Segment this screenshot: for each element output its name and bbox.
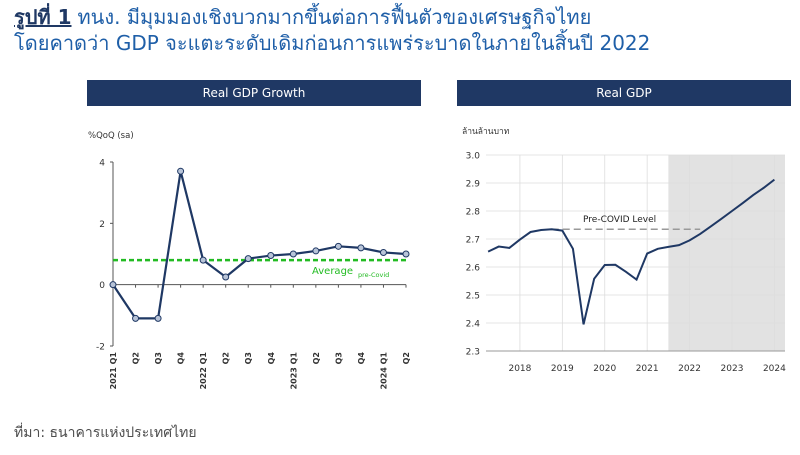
y-tick-label: 2.3 — [466, 348, 480, 358]
x-tick-label: Q2 — [402, 352, 411, 364]
x-tick-label: Q2 — [222, 352, 231, 364]
data-point — [267, 252, 275, 260]
data-point — [177, 167, 185, 175]
average-label: Average — [312, 266, 353, 277]
y-tick-label: 4 — [99, 159, 105, 169]
x-tick-label: 2022 Q1 — [199, 352, 208, 390]
y-tick-label: 2 — [99, 220, 105, 230]
x-tick-label: 2023 Q1 — [289, 352, 298, 390]
y-tick-label: 2.6 — [466, 264, 481, 274]
y-axis-label: %QoQ (sa) — [88, 131, 134, 141]
x-tick-label: Q4 — [357, 352, 366, 365]
average-sublabel: pre-Covid — [358, 271, 389, 279]
y-tick-label: 2.5 — [466, 292, 480, 302]
data-point — [109, 281, 117, 289]
data-point — [357, 244, 365, 252]
y-tick-label: -2 — [96, 343, 105, 353]
x-tick-label: 2021 — [636, 364, 659, 374]
x-tick-label: Q2 — [312, 352, 321, 364]
data-point — [132, 314, 140, 322]
x-tick-label: 2021 Q1 — [109, 352, 118, 390]
right-chart-header: Real GDP — [457, 80, 791, 106]
title-line-1: รูปที่ 1 ทนง. มีมุมมองเชิงบวกมากขึ้นต่อกา… — [14, 4, 794, 30]
data-point — [289, 250, 297, 258]
figure-title: รูปที่ 1 ทนง. มีมุมมองเชิงบวกมากขึ้นต่อกา… — [14, 4, 794, 56]
y-tick-label: 0 — [99, 281, 105, 291]
pre-covid-label: Pre-COVID Level — [583, 215, 656, 225]
data-point — [379, 248, 387, 256]
forecast-shade — [668, 155, 785, 351]
growth-chart: %QoQ (sa) 4 2 0 -2 2021 Q1 Q2 Q3 Q4 2022 Q1 Q2 Q3 Q4… — [88, 131, 411, 390]
x-tick-label: 2022 — [678, 364, 701, 374]
data-point — [402, 250, 410, 258]
y-tick-label: 2.4 — [466, 320, 481, 330]
title-text-1: ทนง. มีมุมมองเชิงบวกมากขึ้นต่อการฟื้นตัว… — [77, 5, 592, 29]
y-tick-label: 2.7 — [466, 236, 480, 246]
data-point — [312, 247, 320, 255]
x-tick-label: Q3 — [334, 352, 343, 364]
x-tick-label: 2018 — [508, 364, 531, 374]
x-tick-label: Q4 — [267, 352, 276, 365]
series-line — [487, 178, 776, 325]
figure-label: รูปที่ 1 — [14, 5, 72, 29]
series-line — [112, 170, 407, 320]
gdp-level-chart: ล้านล้านบาท 3.0 2.9 2.8 2.7 2.6 2.5 2.4 2.3 2018 2… — [462, 126, 786, 374]
x-tick-label: Q3 — [244, 352, 253, 364]
x-tick-label: Q4 — [177, 352, 186, 365]
x-tick-label: 2024 — [763, 364, 786, 374]
data-point — [334, 242, 342, 250]
x-tick-label: Q3 — [154, 352, 163, 364]
data-point — [199, 256, 207, 264]
data-point — [154, 314, 162, 322]
x-tick-label: 2019 — [551, 364, 574, 374]
data-point — [222, 273, 230, 281]
source-note: ที่มา: ธนาคารแห่งประเทศไทย — [14, 425, 197, 441]
x-tick-label: 2020 — [593, 364, 616, 374]
y-tick-label: 2.9 — [466, 180, 481, 190]
y-tick-label: 2.8 — [466, 208, 481, 218]
y-tick-label: 3.0 — [466, 152, 481, 162]
x-tick-label: 2023 — [721, 364, 744, 374]
y-axis-label: ล้านล้านบาท — [462, 126, 510, 137]
title-line-2: โดยคาดว่า GDP จะแตะระดับเดิมก่อนการแพร่ร… — [14, 31, 651, 55]
x-tick-label: Q2 — [132, 352, 141, 364]
data-point — [244, 255, 252, 263]
left-chart-header: Real GDP Growth — [87, 80, 421, 106]
x-tick-label: 2024 Q1 — [379, 352, 388, 390]
